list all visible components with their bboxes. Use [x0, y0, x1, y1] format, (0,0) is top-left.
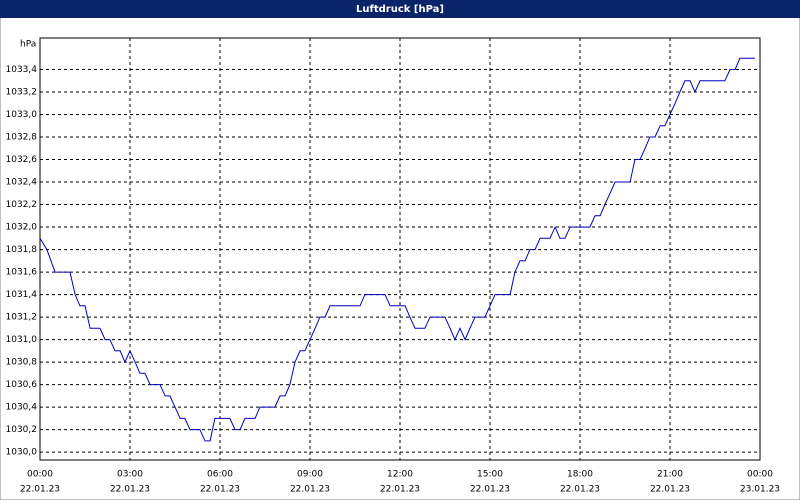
x-tick-date: 23.01.23: [740, 485, 780, 495]
y-tick-label: 1031,4: [6, 290, 38, 300]
y-tick-label: 1033,4: [6, 65, 38, 75]
y-tick-label: 1030,6: [6, 380, 38, 390]
x-tick-date: 22.01.23: [650, 485, 690, 495]
y-tick-label: 1030,8: [6, 358, 38, 368]
y-tick-label: 1031,8: [6, 245, 38, 255]
y-tick-label: 1030,2: [6, 425, 38, 435]
y-tick-label: 1030,0: [6, 448, 38, 458]
y-tick-label: 1031,0: [6, 335, 38, 345]
x-tick-label: 21:00: [657, 470, 683, 480]
x-tick-label: 18:00: [567, 470, 593, 480]
y-tick-label: 1032,2: [6, 200, 38, 210]
x-tick-date: 22.01.23: [290, 485, 330, 495]
x-tick-date: 22.01.23: [560, 485, 600, 495]
x-tick-date: 22.01.23: [200, 485, 240, 495]
x-tick-label: 09:00: [297, 470, 323, 480]
x-tick-date: 22.01.23: [20, 485, 60, 495]
y-tick-label: 1032,0: [6, 223, 38, 233]
y-tick-label: 1033,2: [6, 88, 38, 98]
y-tick-label: 1033,0: [6, 110, 38, 120]
y-tick-label: 1032,8: [6, 133, 38, 143]
x-tick-label: 15:00: [477, 470, 503, 480]
y-tick-label: 1030,4: [6, 403, 38, 413]
y-tick-label: 1032,4: [6, 178, 38, 188]
y-axis-label: hPa: [20, 40, 36, 50]
x-tick-label: 00:00: [747, 470, 773, 480]
y-tick-label: 1032,6: [6, 155, 38, 165]
x-tick-label: 03:00: [117, 470, 143, 480]
x-tick-label: 06:00: [207, 470, 233, 480]
data-line: [39, 57, 755, 442]
y-tick-label: 1031,2: [6, 313, 38, 323]
x-tick-label: 12:00: [387, 470, 413, 480]
title-bar: [0, 0, 800, 18]
y-tick-label: 1031,6: [6, 268, 38, 278]
chart-title: Luftdruck [hPa]: [356, 4, 444, 15]
x-tick-date: 22.01.23: [380, 485, 420, 495]
x-tick-date: 22.01.23: [470, 485, 510, 495]
x-tick-date: 22.01.23: [110, 485, 150, 495]
x-tick-label: 00:00: [27, 470, 53, 480]
